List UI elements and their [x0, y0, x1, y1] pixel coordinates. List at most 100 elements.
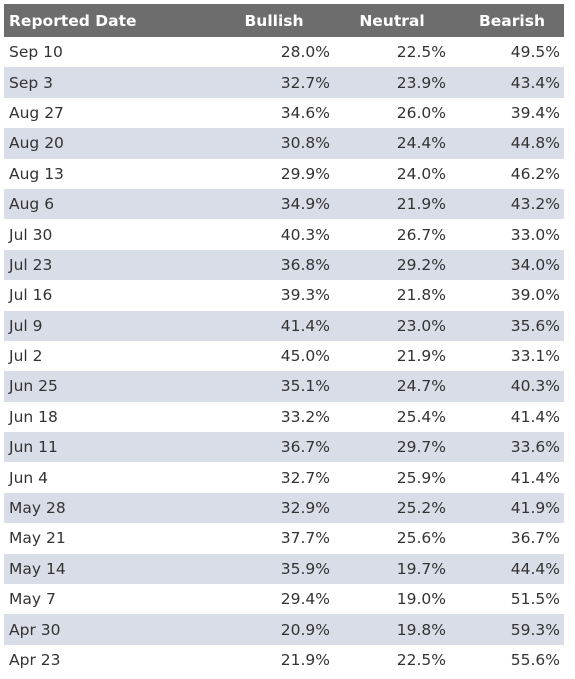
sentiment-survey-table: Reported Date Bullish Neutral Bearish Se… [4, 4, 564, 676]
cell-date: Aug 27 [9, 103, 64, 122]
cell-neutral: 19.0% [396, 590, 446, 609]
header-reported-date: Reported Date [9, 11, 137, 30]
cell-bullish: 20.9% [280, 620, 330, 639]
cell-date: May 21 [9, 529, 66, 548]
cell-bearish: 36.7% [510, 529, 560, 548]
cell-bullish: 41.4% [280, 316, 330, 335]
cell-bearish: 41.9% [510, 499, 560, 518]
table-row: Sep 10 28.0% 22.5% 49.5% [4, 37, 564, 68]
cell-bearish: 39.4% [510, 103, 560, 122]
cell-bearish: 44.4% [510, 559, 560, 578]
cell-date: Jun 4 [9, 468, 49, 487]
header-bearish: Bearish [478, 11, 545, 30]
cell-bearish: 33.1% [510, 347, 560, 366]
table-row: Aug 6 34.9% 21.9% 43.2% [4, 188, 564, 220]
cell-bullish: 28.0% [280, 43, 330, 62]
table-row: May 21 37.7% 25.6% 36.7% [4, 523, 564, 554]
cell-neutral: 23.9% [396, 73, 446, 92]
cell-neutral: 29.7% [396, 438, 446, 457]
cell-bullish: 35.9% [280, 559, 330, 578]
cell-neutral: 25.9% [396, 468, 446, 487]
cell-neutral: 22.5% [396, 651, 446, 669]
cell-bullish: 40.3% [280, 225, 330, 244]
cell-bullish: 29.4% [280, 590, 330, 609]
cell-date: Jul 16 [9, 286, 53, 305]
cell-bearish: 46.2% [510, 164, 560, 183]
cell-bullish: 34.9% [280, 195, 330, 214]
table-row: Jun 25 35.1% 24.7% 40.3% [4, 371, 564, 402]
cell-bearish: 33.6% [510, 438, 560, 457]
cell-date: Jul 30 [9, 225, 53, 244]
cell-date: Apr 30 [9, 620, 61, 639]
cell-bullish: 37.7% [280, 529, 330, 548]
cell-date: May 28 [9, 499, 66, 518]
cell-bullish: 33.2% [280, 407, 330, 426]
cell-date: Sep 10 [9, 43, 63, 62]
cell-date: May 7 [9, 590, 56, 609]
cell-bullish: 35.1% [280, 377, 330, 396]
cell-bullish: 34.6% [280, 103, 330, 122]
cell-date: May 14 [9, 559, 66, 578]
cell-neutral: 24.4% [396, 134, 446, 153]
cell-neutral: 21.9% [396, 195, 446, 214]
cell-bearish: 55.6% [510, 651, 560, 669]
cell-bearish: 34.0% [510, 255, 560, 274]
cell-bearish: 41.4% [510, 407, 560, 426]
cell-date: Jun 25 [9, 377, 58, 396]
cell-date: Jul 2 [9, 347, 43, 366]
cell-neutral: 26.7% [396, 225, 446, 244]
table-row: May 28 32.9% 25.2% 41.9% [4, 492, 564, 524]
cell-neutral: 25.2% [396, 499, 446, 518]
table-row: Jul 23 36.8% 29.2% 34.0% [4, 249, 564, 281]
cell-bullish: 39.3% [280, 286, 330, 305]
cell-bearish: 59.3% [510, 620, 560, 639]
cell-neutral: 23.0% [396, 316, 446, 335]
table-row: Jul 9 41.4% 23.0% 35.6% [4, 310, 564, 341]
table-row: Jul 30 40.3% 26.7% 33.0% [4, 219, 564, 250]
cell-bullish: 29.9% [280, 164, 330, 183]
cell-date: Jun 18 [9, 407, 58, 426]
cell-bearish: 39.0% [510, 286, 560, 305]
table-row: Jun 18 33.2% 25.4% 41.4% [4, 401, 564, 433]
table-row: Aug 20 30.8% 24.4% 44.8% [4, 128, 564, 159]
cell-neutral: 19.8% [396, 620, 446, 639]
cell-bearish: 51.5% [510, 590, 560, 609]
cell-date: Sep 3 [9, 73, 54, 92]
table-row: Apr 30 20.9% 19.8% 59.3% [4, 614, 564, 645]
table-row: Jun 11 36.7% 29.7% 33.6% [4, 432, 564, 463]
cell-bearish: 41.4% [510, 468, 560, 487]
table-header-row: Reported Date Bullish Neutral Bearish [4, 4, 564, 37]
cell-date: Apr 23 [9, 651, 61, 669]
table-row: Aug 27 34.6% 26.0% 39.4% [4, 97, 564, 129]
header-neutral: Neutral [359, 11, 425, 30]
header-bullish: Bullish [244, 11, 304, 30]
table-row: Jul 16 39.3% 21.8% 39.0% [4, 280, 564, 311]
cell-bullish: 32.9% [280, 499, 330, 518]
cell-bullish: 45.0% [280, 347, 330, 366]
cell-bullish: 32.7% [280, 73, 330, 92]
table-row: May 7 29.4% 19.0% 51.5% [4, 584, 564, 615]
cell-neutral: 24.7% [396, 377, 446, 396]
table-body: Sep 10 28.0% 22.5% 49.5% Sep 3 32.7% 23.9% 43.4… [4, 37, 564, 676]
cell-date: Jul 23 [9, 255, 53, 274]
cell-date: Aug 20 [9, 134, 64, 153]
cell-bullish: 36.7% [280, 438, 330, 457]
cell-neutral: 22.5% [396, 43, 446, 62]
table-row: Aug 13 29.9% 24.0% 46.2% [4, 158, 564, 189]
cell-neutral: 19.7% [396, 559, 446, 578]
cell-bullish: 36.8% [280, 255, 330, 274]
cell-neutral: 24.0% [396, 164, 446, 183]
cell-bullish: 21.9% [280, 651, 330, 669]
cell-bullish: 30.8% [280, 134, 330, 153]
cell-bearish: 44.8% [510, 134, 560, 153]
cell-bearish: 33.0% [510, 225, 560, 244]
cell-bearish: 49.5% [510, 43, 560, 62]
cell-bearish: 43.4% [510, 73, 560, 92]
cell-neutral: 21.8% [396, 286, 446, 305]
cell-bearish: 43.2% [510, 195, 560, 214]
cell-bullish: 32.7% [280, 468, 330, 487]
cell-date: Jul 9 [9, 316, 43, 335]
cell-neutral: 21.9% [396, 347, 446, 366]
table-row: Apr 23 21.9% 22.5% 55.6% [4, 644, 564, 676]
table-row: Jun 4 32.7% 25.9% 41.4% [4, 462, 564, 493]
